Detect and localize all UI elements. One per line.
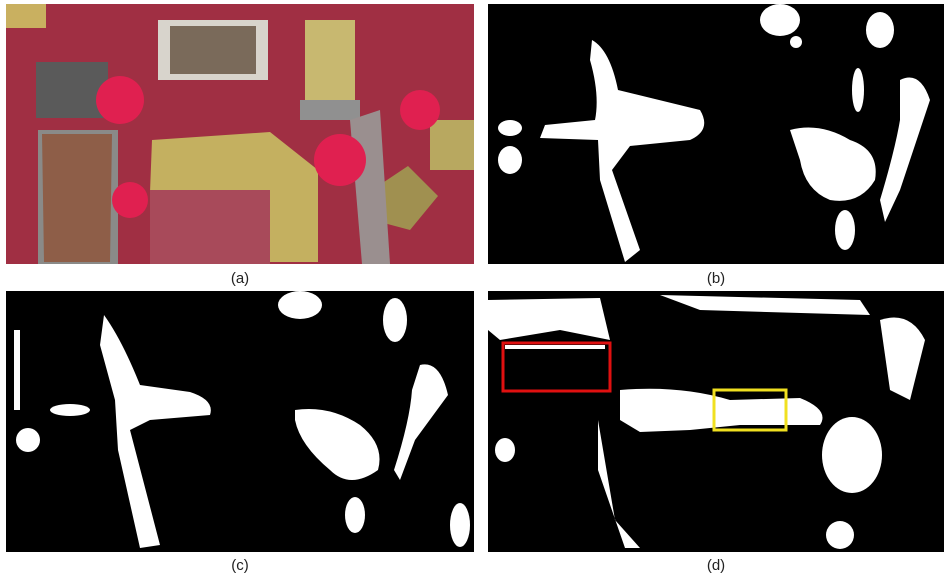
mask-c <box>6 291 474 552</box>
mask-d <box>488 291 944 552</box>
aerial-image <box>6 4 474 264</box>
figure: (a) (b) (c) (d) <box>0 0 944 578</box>
panel-label: (d) <box>707 557 725 574</box>
panel-label: (b) <box>707 270 725 287</box>
panel-label: (c) <box>231 557 249 574</box>
mask-b <box>488 4 944 264</box>
panel-label: (a) <box>231 270 249 287</box>
